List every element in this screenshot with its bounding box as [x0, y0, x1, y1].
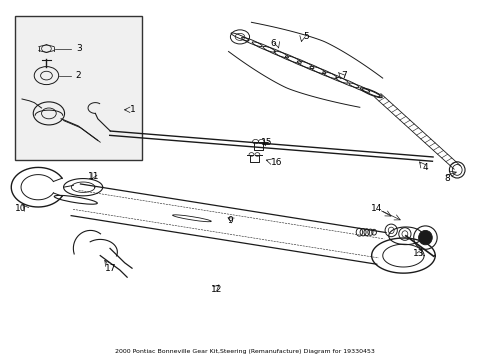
Text: 14: 14 — [370, 204, 381, 212]
Text: 3: 3 — [76, 44, 81, 53]
Text: 11: 11 — [88, 172, 100, 181]
Text: 17: 17 — [105, 264, 117, 273]
Text: 7: 7 — [341, 71, 346, 80]
Text: 6: 6 — [269, 40, 275, 49]
Text: 2: 2 — [76, 71, 81, 80]
Bar — [15, 16, 142, 160]
Text: 4: 4 — [422, 163, 428, 172]
Text: 15: 15 — [260, 138, 272, 147]
Text: 9: 9 — [227, 216, 233, 225]
Text: 10: 10 — [15, 204, 26, 213]
Text: 8: 8 — [443, 174, 449, 183]
Text: 16: 16 — [270, 158, 282, 167]
Text: 1: 1 — [130, 105, 136, 114]
Ellipse shape — [418, 230, 431, 245]
Text: 13: 13 — [412, 249, 424, 258]
Text: 2000 Pontiac Bonneville Gear Kit,Steering (Remanufacture) Diagram for 19330453: 2000 Pontiac Bonneville Gear Kit,Steerin… — [114, 348, 374, 354]
Text: 5: 5 — [303, 32, 308, 41]
Text: 12: 12 — [211, 285, 222, 294]
